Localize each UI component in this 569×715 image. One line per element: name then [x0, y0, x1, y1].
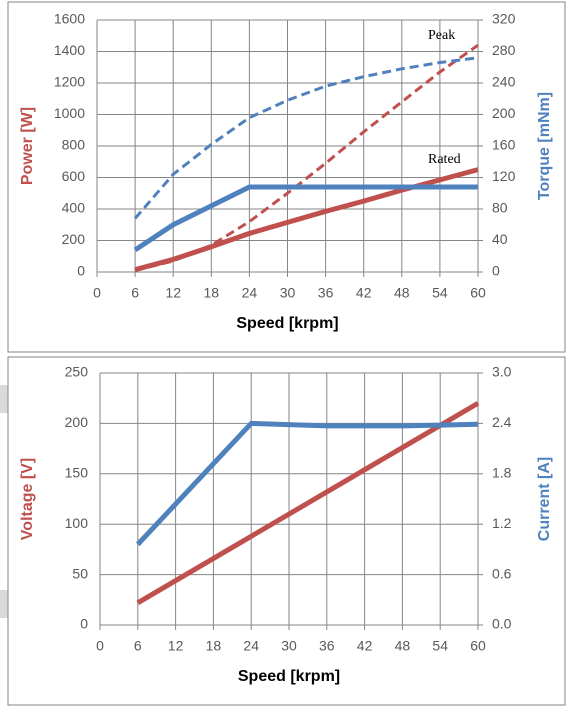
- x-tick-label: 6: [134, 638, 142, 654]
- x-axis-label: Speed [krpm]: [238, 668, 340, 685]
- y2-tick-label: 120: [492, 168, 516, 184]
- y2-tick-label: 0.0: [492, 616, 512, 632]
- x-tick-label: 60: [470, 638, 486, 654]
- y2-tick-label: 0: [492, 263, 500, 279]
- y2-tick-label: 240: [492, 74, 516, 90]
- y-tick-label: 800: [62, 137, 86, 153]
- series-line: [133, 56, 479, 220]
- y-axis-label: Voltage [V]: [19, 458, 36, 540]
- y-tick-label: 200: [62, 231, 86, 247]
- annotation: Peak: [428, 28, 455, 43]
- x-tick-label: 36: [319, 638, 335, 654]
- x-tick-label: 48: [395, 638, 411, 654]
- y-tick-label: 250: [65, 364, 89, 380]
- y-axis-label: Power [W]: [19, 107, 36, 185]
- y-tick-label: 200: [65, 414, 89, 430]
- x-tick-label: 30: [281, 638, 297, 654]
- x-tick-label: 18: [206, 638, 222, 654]
- x-tick-label: 42: [356, 285, 372, 301]
- x-tick-label: 36: [318, 285, 334, 301]
- y2-tick-label: 80: [492, 200, 508, 216]
- edge-tab: [0, 590, 8, 618]
- x-tick-label: 12: [168, 638, 184, 654]
- x-tick-label: 12: [165, 285, 181, 301]
- y2-tick-label: 320: [492, 11, 516, 27]
- x-axis-label: Speed [krpm]: [236, 315, 338, 332]
- edge-tab: [0, 385, 8, 413]
- y2-tick-label: 1.2: [492, 515, 512, 531]
- annotation: Rated: [428, 152, 461, 167]
- x-tick-label: 6: [131, 285, 139, 301]
- x-tick-label: 0: [96, 638, 104, 654]
- y2-tick-label: 160: [492, 137, 516, 153]
- y-tick-label: 600: [62, 168, 86, 184]
- series-line: [135, 420, 479, 547]
- x-tick-label: 0: [93, 285, 101, 301]
- x-tick-label: 60: [470, 285, 486, 301]
- x-tick-label: 54: [432, 285, 448, 301]
- series-line: [136, 401, 480, 605]
- series-line: [134, 43, 479, 272]
- y-tick-label: 100: [65, 515, 89, 531]
- y2-tick-label: 2.4: [492, 414, 512, 430]
- x-tick-label: 24: [243, 638, 259, 654]
- y2-tick-label: 1.8: [492, 465, 512, 481]
- series-line: [133, 184, 478, 253]
- x-tick-label: 48: [394, 285, 410, 301]
- y-tick-label: 1400: [54, 42, 85, 58]
- y2-axis-label: Current [A]: [536, 457, 553, 541]
- x-tick-label: 18: [204, 285, 220, 301]
- y2-tick-label: 0.6: [492, 565, 512, 581]
- y-tick-label: 1200: [54, 74, 85, 90]
- x-tick-label: 42: [357, 638, 373, 654]
- y-tick-label: 0: [80, 616, 88, 632]
- y-tick-label: 400: [62, 200, 86, 216]
- y2-tick-label: 280: [492, 42, 516, 58]
- y-tick-label: 1600: [54, 11, 85, 27]
- x-tick-label: 24: [242, 285, 258, 301]
- x-tick-label: 30: [280, 285, 296, 301]
- y-tick-label: 0: [77, 263, 85, 279]
- y2-tick-label: 40: [492, 231, 508, 247]
- y2-tick-label: 3.0: [492, 364, 512, 380]
- y-tick-label: 150: [65, 465, 89, 481]
- panel: [7, 356, 566, 706]
- x-tick-label: 54: [432, 638, 448, 654]
- y2-axis-label: Torque [mNm]: [536, 92, 553, 200]
- y-tick-label: 50: [72, 565, 88, 581]
- y2-tick-label: 200: [492, 105, 516, 121]
- y-tick-label: 1000: [54, 105, 85, 121]
